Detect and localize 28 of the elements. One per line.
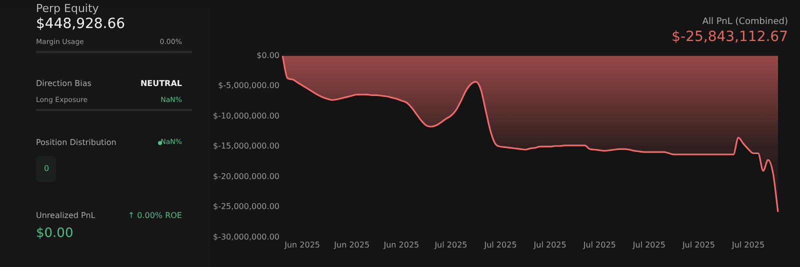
text: 0	[44, 164, 50, 174]
x-tick-label: Jul 2025	[483, 240, 517, 250]
y-tick-label: $0.00	[256, 50, 280, 60]
text: $448,928.66	[36, 16, 126, 33]
x-tick-label: Jun 2025	[333, 240, 370, 250]
x-tick-label: Jun 2025	[284, 240, 320, 250]
x-tick-label: Jul 2025	[434, 240, 468, 250]
chart-subtitle: $-25,843,112.67	[672, 29, 788, 45]
y-tick-label: $-30,000,000.00	[212, 232, 280, 242]
text: Unrealized PnL	[36, 211, 96, 221]
text: $0.00	[36, 226, 74, 242]
text: Position Distribution	[36, 138, 116, 148]
x-tick-label: Jul 2025	[582, 240, 616, 250]
text: ↑ 0.00% ROE	[128, 211, 182, 221]
text: Perp Equity	[36, 2, 99, 16]
y-tick-label: $-5,000,000.00	[218, 81, 280, 90]
y-tick-label: $-15,000,000.00	[212, 142, 280, 151]
x-tick-label: Jul 2025	[532, 240, 566, 250]
x-tick-label: Jul 2025	[681, 240, 715, 250]
text: NEUTRAL	[140, 79, 182, 89]
text: Direction Bias	[36, 79, 92, 89]
x-tick-label: Jun 2025	[382, 240, 420, 250]
y-tick-label: $-20,000,000.00	[212, 172, 280, 181]
x-tick-label: Jul 2025	[632, 240, 666, 250]
y-tick-label: $-10,000,000.00	[212, 111, 280, 120]
x-tick-label: Jul 2025	[730, 240, 765, 250]
y-tick-label: $-25,000,000.00	[212, 202, 280, 212]
chart-title: All PnL (Combined)	[702, 17, 788, 27]
